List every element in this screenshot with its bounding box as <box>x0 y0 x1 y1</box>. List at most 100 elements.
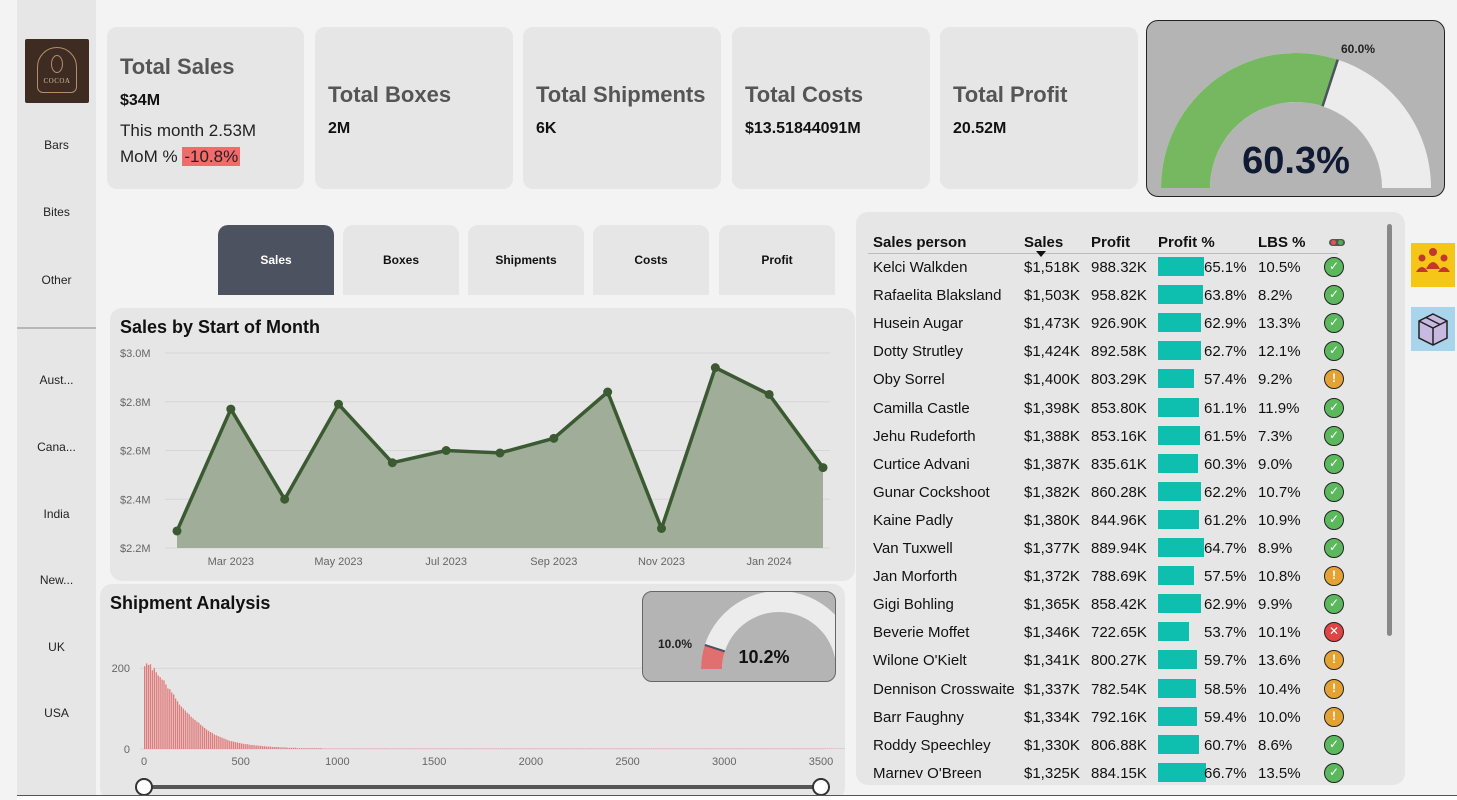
cell-profit: 958.82K <box>1091 287 1147 305</box>
table-row[interactable]: Roddy Speechley $1,330K 806.88K 60.7% 8.6% ✓ <box>868 732 1344 760</box>
histogram-bar <box>223 738 225 749</box>
cell-sales: $1,382K <box>1024 483 1080 501</box>
kpi-title: Total Boxes <box>328 82 452 107</box>
sales-point <box>387 458 397 468</box>
check-circle-icon: ✓ <box>1324 594 1344 615</box>
y-tick-label: $3.0M <box>120 348 151 360</box>
cell-profit: 806.88K <box>1091 736 1147 754</box>
cell-sales: $1,346K <box>1024 624 1080 642</box>
table-row[interactable]: Kaine Padly $1,380K 844.96K 61.2% 10.9% ✓ <box>868 507 1344 535</box>
cell-lbs-pct: 7.3% <box>1258 427 1293 445</box>
histogram-bar <box>188 714 190 749</box>
header-lbs-pct[interactable]: LBS % <box>1258 234 1306 251</box>
x-tick-label: 0 <box>141 756 147 768</box>
table-row[interactable]: Van Tuxwell $1,377K 889.94K 64.7% 8.9% ✓ <box>868 535 1344 563</box>
cell-profit: 988.32K <box>1091 259 1147 276</box>
check-circle-icon: ✓ <box>1324 734 1344 755</box>
header-profit-pct[interactable]: Profit % <box>1158 234 1215 251</box>
cell-profit-pct: 57.5% <box>1204 568 1247 586</box>
histogram-bar <box>320 748 322 749</box>
table-row[interactable]: Husein Augar $1,473K 926.90K 62.9% 13.3% ✓ <box>868 310 1344 338</box>
histogram-bar <box>209 732 212 749</box>
header-profit[interactable]: Profit <box>1091 234 1131 251</box>
header-sales[interactable]: Sales <box>1024 234 1064 251</box>
check-circle-icon: ✓ <box>1324 538 1344 558</box>
x-circle-icon: ✕ <box>1324 622 1344 643</box>
cell-sales: $1,518K <box>1024 259 1080 276</box>
table-row[interactable]: Jan Morforth $1,372K 788.69K 57.5% 10.8%! <box>868 563 1344 591</box>
histogram-bar <box>292 747 295 749</box>
histogram-bar <box>265 746 268 749</box>
table-row[interactable]: Marnev O'Breen $1,325K 884.15K 66.7% 13.5% ✓ <box>868 760 1344 785</box>
table-row[interactable]: Gigi Bohling $1,365K 858.42K 62.9% 9.9% ✓ <box>868 591 1344 619</box>
table-row[interactable]: Barr Faughny $1,334K 792.16K 59.4% 10.0%! <box>868 704 1344 732</box>
table-row[interactable]: Curtice Advani $1,387K 835.61K 60.3% 9.0% ✓ <box>868 451 1344 479</box>
team-button[interactable] <box>1411 243 1455 287</box>
cell-sales-person: Kelci Walkden <box>873 259 968 276</box>
histogram-bar <box>285 747 287 749</box>
histogram-bar <box>149 664 152 749</box>
tab-boxes[interactable]: Boxes <box>343 225 459 295</box>
table-row[interactable]: Oby Sorrel $1,400K 803.29K 57.4% 9.2%! <box>868 366 1344 394</box>
sales-chart-panel: Sales by Start of Month $2.2M $2.4M $2.6M $… <box>110 308 855 581</box>
cell-lbs-pct: 10.8% <box>1258 568 1301 586</box>
filter-product-other[interactable]: Other <box>41 273 72 287</box>
table-row[interactable]: Kelci Walkden $1,518K 988.32K 65.1% 10.5% ✓ <box>868 254 1344 282</box>
cell-lbs-pct: 10.1% <box>1258 624 1301 642</box>
x-tick-label: Nov 2023 <box>638 556 685 568</box>
filter-country-canada[interactable]: Cana... <box>37 440 76 454</box>
filter-country-india[interactable]: India <box>43 507 70 521</box>
cell-profit: 844.96K <box>1091 511 1147 529</box>
gauge-track <box>701 592 835 669</box>
tab-shipments[interactable]: Shipments <box>468 225 584 295</box>
tab-profit[interactable]: Profit <box>719 225 835 295</box>
cell-profit-pct: 64.7% <box>1204 540 1247 557</box>
histogram-bar <box>190 716 192 749</box>
histogram-bar <box>178 704 181 749</box>
sales-point <box>226 404 236 414</box>
table-row[interactable]: Rafaelita Blaksland $1,503K 958.82K 63.8% 8.… <box>868 282 1344 310</box>
table-row[interactable]: Camilla Castle $1,398K 853.80K 61.1% 11.9% ✓ <box>868 395 1344 423</box>
box-button[interactable] <box>1411 307 1455 351</box>
profit-pct-bar <box>1158 594 1202 614</box>
cocoa-bean-icon <box>51 55 63 73</box>
histogram-bar <box>202 726 204 749</box>
check-circle-icon: ✓ <box>1324 481 1344 502</box>
cell-profit: 800.27K <box>1091 652 1147 670</box>
tab-sales[interactable]: Sales <box>218 225 334 295</box>
table-row[interactable]: Beverie Moffet $1,346K 722.65K 53.7% 10.1% ✕ <box>868 619 1344 647</box>
filter-country-uk[interactable]: UK <box>48 640 65 654</box>
filter-country-new-zealand[interactable]: New... <box>39 573 74 587</box>
table-row[interactable]: Dotty Strutley $1,424K 892.58K 62.7% 12.1% ✓ <box>868 338 1344 366</box>
y-tick-label: $2.6M <box>120 446 151 458</box>
sales-area <box>177 367 823 548</box>
check-circle-icon: ✓ <box>1324 257 1344 277</box>
tab-costs[interactable]: Costs <box>593 225 709 295</box>
cell-profit-pct: 61.1% <box>1204 399 1247 417</box>
sales-point <box>764 389 774 399</box>
filter-country-australia[interactable]: Aust... <box>39 373 74 387</box>
cell-sales: $1,473K <box>1024 315 1080 333</box>
table-row[interactable]: Gunar Cockshoot $1,382K 860.28K 62.2% 10.7% ✓ <box>868 479 1344 507</box>
cell-lbs-pct: 8.6% <box>1258 736 1293 754</box>
cell-sales-person: Kaine Padly <box>873 511 954 529</box>
table-row[interactable]: Jehu Rudeforth $1,388K 853.16K 61.5% 7.3% ✓ <box>868 423 1344 451</box>
filter-country-usa[interactable]: USA <box>44 706 69 720</box>
team-icon <box>1416 248 1450 272</box>
header-sales-person[interactable]: Sales person <box>873 234 967 251</box>
histogram-bar <box>231 741 233 749</box>
table-scrollbar[interactable] <box>1387 224 1392 636</box>
kpi-title: Total Profit <box>953 82 1068 107</box>
histogram-bar <box>277 746 279 749</box>
filter-product-bars[interactable]: Bars <box>44 138 69 152</box>
y-tick-label: $2.2M <box>120 543 151 555</box>
filter-product-bites[interactable]: Bites <box>43 205 70 219</box>
cell-lbs-pct: 11.9% <box>1258 399 1300 417</box>
table-row[interactable]: Dennison Crosswaite $1,337K 782.54K 58.5% 10… <box>868 676 1344 704</box>
histogram-bar <box>157 675 159 749</box>
check-circle-icon: ✓ <box>1324 509 1344 530</box>
table-row[interactable]: Wilone O'Kielt $1,341K 800.27K 59.7% 13.6%! <box>868 647 1344 675</box>
shipment-title: Shipment Analysis <box>110 593 271 613</box>
cell-sales: $1,400K <box>1024 371 1080 389</box>
